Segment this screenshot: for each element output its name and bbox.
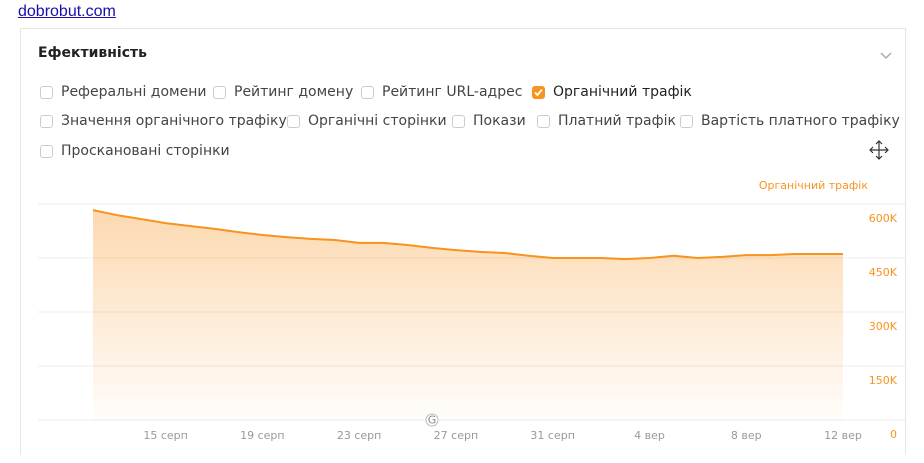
checkbox-label: Покази (473, 113, 526, 129)
x-tick-label: 8 вер (731, 429, 762, 442)
area-fill (93, 210, 843, 420)
x-tick-label: 15 серп (143, 429, 187, 442)
collapse-chevron[interactable] (880, 52, 892, 60)
panel (20, 28, 906, 455)
checkbox[interactable]: Вартість платного трафіку (680, 113, 900, 129)
x-tick-label: 31 серп (530, 429, 574, 442)
checkbox-label: Проскановані сторінки (61, 143, 230, 159)
y-tick-label: 450K (869, 266, 898, 279)
checkbox-box[interactable] (361, 85, 374, 99)
y-tick-label: 150K (869, 374, 898, 387)
checkbox-box[interactable] (532, 85, 545, 99)
checkbox-label: Платний трафік (558, 113, 676, 129)
check-mark (534, 88, 543, 96)
checkbox-box[interactable] (680, 114, 693, 128)
checkbox[interactable]: Значення органічного трафіку (40, 113, 287, 129)
series-label: Органічний трафік (759, 179, 868, 192)
y-tick-label: 300K (869, 320, 898, 333)
checkbox-box[interactable] (40, 85, 53, 99)
checkbox-label: Значення органічного трафіку (61, 113, 287, 129)
site-link[interactable]: dobrobut.com (18, 3, 116, 20)
event-marker-label: G (428, 414, 437, 427)
checkbox-box[interactable] (537, 114, 550, 128)
x-tick-label: 23 серп (337, 429, 381, 442)
checkbox[interactable]: Покази (452, 113, 526, 129)
checkbox-box[interactable] (40, 114, 53, 128)
series-line (92, 209, 843, 261)
checkbox[interactable]: Органічний трафік (532, 84, 692, 100)
checkbox-box[interactable] (213, 85, 226, 99)
y-tick-label: 600K (869, 212, 898, 225)
panel-title: Ефективність (38, 45, 147, 61)
checkbox-label: Реферальні домени (61, 84, 207, 100)
checkbox-box[interactable] (287, 114, 300, 128)
x-tick-label: 27 серп (434, 429, 478, 442)
x-tick-label: 12 вер (824, 429, 862, 442)
checkbox[interactable]: Рейтинг домену (213, 84, 353, 100)
x-tick-label: 4 вер (634, 429, 665, 442)
checkbox[interactable]: Органічні сторінки (287, 113, 447, 129)
x-tick-label: 19 серп (240, 429, 284, 442)
checkbox-label: Органічні сторінки (308, 113, 447, 129)
move-cursor (869, 140, 889, 160)
checkbox-box[interactable] (452, 114, 465, 128)
y-tick-label: 0 (890, 428, 897, 441)
checkbox-box[interactable] (40, 144, 53, 158)
checkbox[interactable]: Платний трафік (537, 113, 676, 129)
event-marker (425, 413, 439, 427)
checkbox-label: Рейтинг домену (234, 84, 354, 100)
checkbox[interactable]: Реферальні домени (40, 84, 206, 100)
checkbox-label: Рейтинг URL-адрес (382, 84, 523, 100)
checkbox[interactable]: Проскановані сторінки (40, 143, 230, 159)
checkbox-label: Органічний трафік (553, 84, 692, 100)
checkbox[interactable]: Рейтинг URL-адрес (361, 84, 522, 100)
checkbox-label: Вартість платного трафіку (701, 113, 900, 129)
